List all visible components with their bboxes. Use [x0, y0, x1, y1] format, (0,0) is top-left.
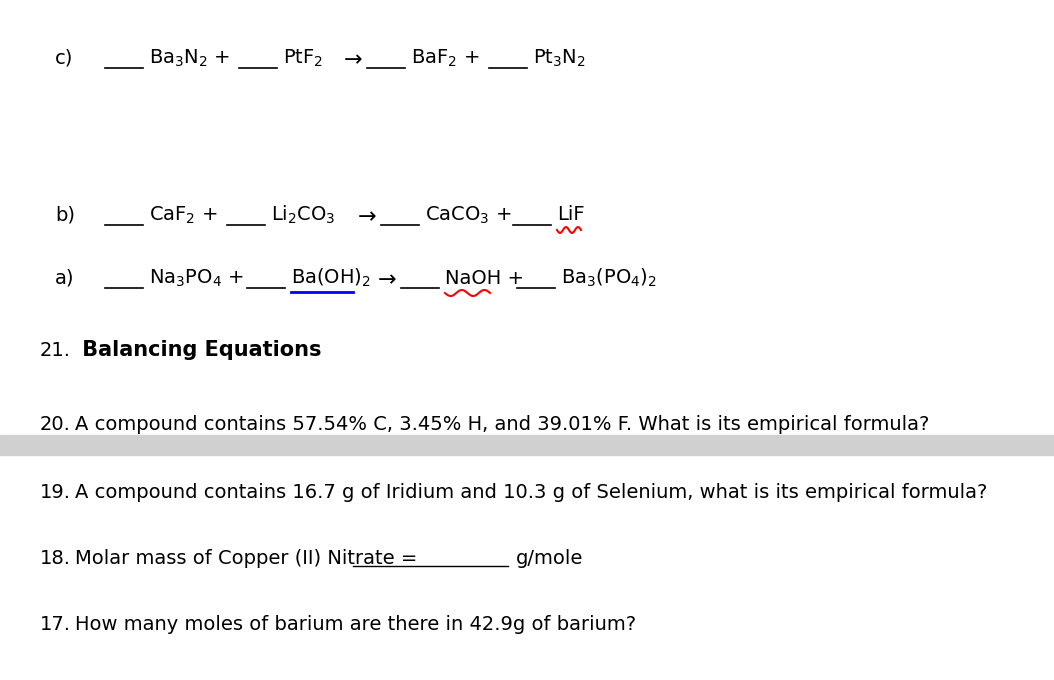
Text: c): c): [55, 48, 74, 67]
Text: BaF$_2$ +: BaF$_2$ +: [411, 48, 480, 69]
Text: 20.: 20.: [40, 415, 71, 435]
Text: A compound contains 16.7 g of Iridium and 10.3 g of Selenium, what is its empiri: A compound contains 16.7 g of Iridium an…: [75, 483, 988, 502]
Text: LiF: LiF: [557, 205, 585, 224]
Text: A compound contains 57.54% C, 3.45% H, and 39.01% F. What is its empirical formu: A compound contains 57.54% C, 3.45% H, a…: [75, 415, 930, 435]
Text: 21.: 21.: [40, 341, 71, 360]
Text: $\rightarrow$: $\rightarrow$: [353, 205, 377, 225]
Text: g/mole: g/mole: [516, 549, 583, 568]
Text: 18.: 18.: [40, 549, 71, 568]
Text: Ba$_3$N$_2$ +: Ba$_3$N$_2$ +: [149, 48, 231, 69]
Text: Ba$_3$(PO$_4$)$_2$: Ba$_3$(PO$_4$)$_2$: [561, 267, 657, 289]
Text: CaF$_2$ +: CaF$_2$ +: [149, 205, 218, 226]
Text: 19.: 19.: [40, 483, 71, 502]
Text: NaOH +: NaOH +: [445, 269, 524, 288]
Text: Pt$_3$N$_2$: Pt$_3$N$_2$: [533, 48, 586, 69]
Text: How many moles of barium are there in 42.9g of barium?: How many moles of barium are there in 42…: [75, 615, 637, 634]
Text: Balancing Equations: Balancing Equations: [75, 340, 321, 360]
Text: Li$_2$CO$_3$: Li$_2$CO$_3$: [271, 204, 335, 226]
Text: 17.: 17.: [40, 615, 71, 634]
Text: a): a): [55, 269, 75, 288]
Text: PtF$_2$: PtF$_2$: [284, 48, 324, 69]
Text: Molar mass of Copper (II) Nitrate =: Molar mass of Copper (II) Nitrate =: [75, 549, 424, 568]
Text: Ba(OH)$_2$: Ba(OH)$_2$: [291, 267, 371, 289]
Text: $\rightarrow$: $\rightarrow$: [373, 268, 397, 288]
Text: $\rightarrow$: $\rightarrow$: [339, 48, 363, 68]
Text: CaCO$_3$ +: CaCO$_3$ +: [425, 205, 511, 226]
Text: b): b): [55, 205, 75, 224]
Bar: [0, 435, 1054, 455]
Text: Na$_3$PO$_4$ +: Na$_3$PO$_4$ +: [149, 267, 245, 288]
